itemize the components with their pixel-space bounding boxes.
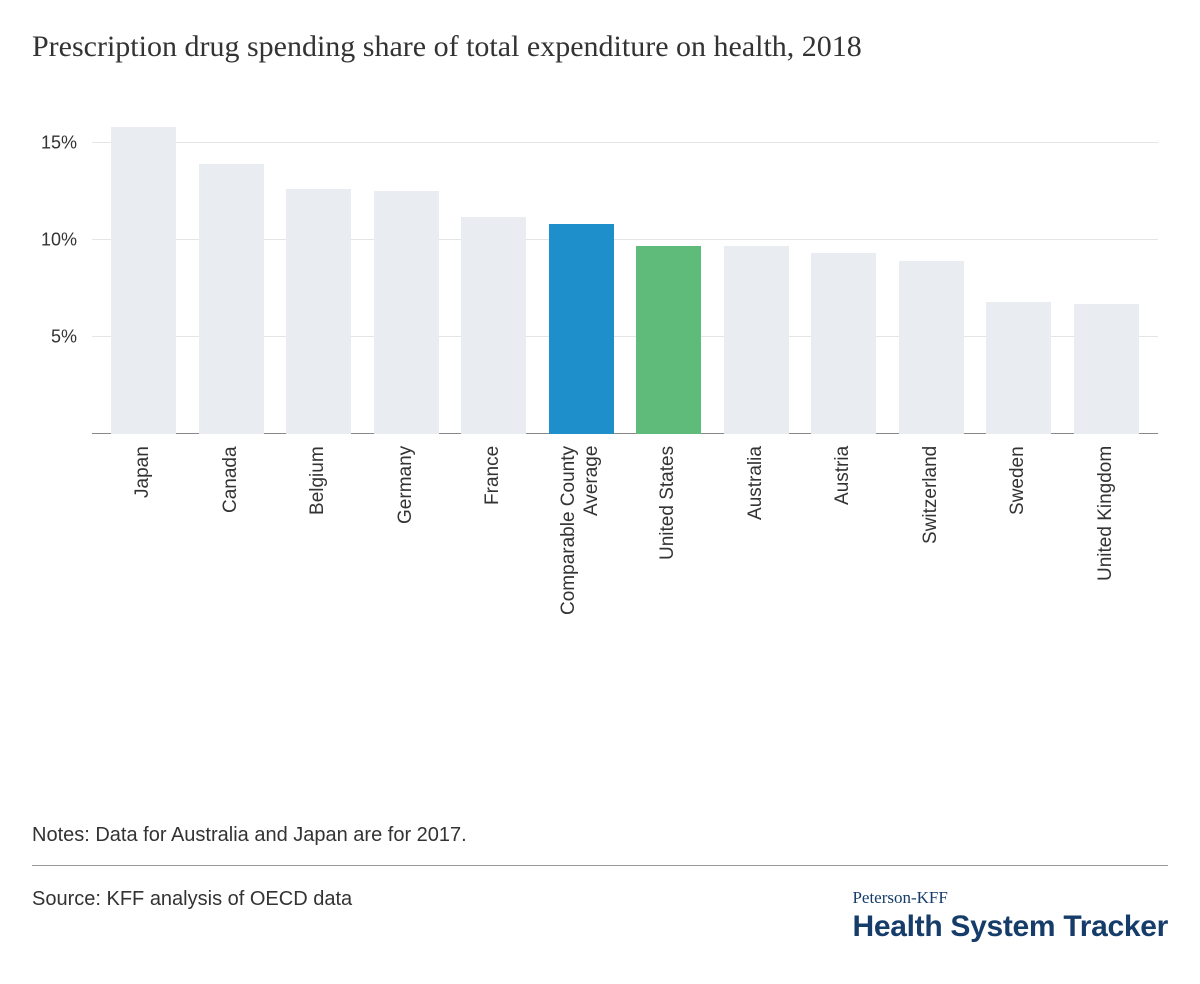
x-axis-label: Canada [220,446,243,615]
bars-group [92,104,1158,434]
bar-slot [888,104,976,434]
bar-slot [1063,104,1151,434]
bar [461,217,526,434]
x-label-slot: Germany [363,434,451,615]
x-axis-label: Austria [832,446,855,615]
logo-bottom-text: Health System Tracker [852,910,1168,944]
bar-slot [450,104,538,434]
x-label-slot: Japan [100,434,188,615]
x-label-slot: Austria [800,434,888,615]
bar-slot [538,104,626,434]
bar [724,246,789,434]
x-label-slot: Australia [713,434,801,615]
bar [899,261,964,434]
bar-slot [275,104,363,434]
x-label-slot: United Kingdom [1063,434,1151,615]
x-label-slot: Belgium [275,434,363,615]
x-axis-label: Comparable CountyAverage [558,446,604,615]
x-axis-labels: Japan Canada Belgium Germany France Comparabl… [92,434,1158,615]
x-label-slot: Comparable CountyAverage [538,434,626,615]
source-text: Source: KFF analysis of OECD data [32,888,352,911]
x-axis-label: Belgium [307,446,330,615]
x-axis-label: United States [657,446,680,615]
y-tick-label: 15% [41,132,77,153]
logo-top-text: Peterson-KFF [852,888,1168,908]
bar-slot [100,104,188,434]
bar [636,246,701,434]
x-label-slot: United States [625,434,713,615]
x-label-slot: Sweden [975,434,1063,615]
bar-slot [713,104,801,434]
x-label-slot: Switzerland [888,434,976,615]
chart-container: Prescription drug spending share of tota… [0,0,1200,984]
chart-plot-area: 5%10%15% [92,104,1158,434]
brand-logo: Peterson-KFF Health System Tracker [852,888,1168,944]
bar-slot [975,104,1063,434]
x-axis-label: Sweden [1007,446,1030,615]
bar [199,164,264,434]
x-axis-label: Japan [132,446,155,615]
notes-text: Notes: Data for Australia and Japan are … [32,824,1168,866]
x-axis-label: Australia [745,446,768,615]
chart-footer: Notes: Data for Australia and Japan are … [32,824,1168,944]
bar [549,224,614,434]
chart-title: Prescription drug spending share of tota… [32,30,1168,64]
bar [374,191,439,434]
bar-slot [188,104,276,434]
y-tick-label: 5% [51,326,77,347]
bar-slot [625,104,713,434]
bar-slot [363,104,451,434]
x-axis-label: Germany [395,446,418,615]
bar [811,253,876,434]
x-axis-label: Switzerland [920,446,943,615]
y-tick-label: 10% [41,229,77,250]
x-label-slot: Canada [188,434,276,615]
x-axis-label: France [482,446,505,615]
x-label-slot: France [450,434,538,615]
x-axis-label: United Kingdom [1095,446,1118,615]
bar [286,189,351,434]
bar [111,127,176,434]
bar-slot [800,104,888,434]
bar [986,302,1051,434]
bar [1074,304,1139,434]
